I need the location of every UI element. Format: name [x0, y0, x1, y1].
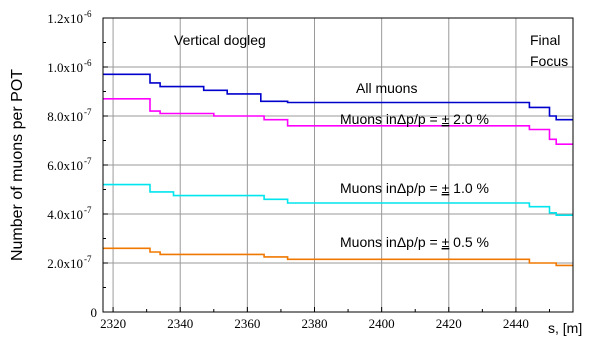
grid-lines	[103, 18, 573, 312]
y-tick-label: 1.0x10	[47, 60, 83, 75]
x-tick-label: 2320	[100, 316, 126, 331]
series-lines	[103, 73, 573, 267]
y-tick-label: 8.0x10	[47, 109, 83, 124]
y-tick-exponent: -7	[84, 205, 92, 215]
y-tick-label: 0	[91, 305, 98, 320]
y-tick-exponent: -7	[84, 254, 92, 264]
series-line-0	[103, 73, 573, 121]
y-tick-label: 6.0x10	[47, 158, 83, 173]
y-tick-labels: 02.0x10 -74.0x10 -76.0x10 -78.0x10 -71.0x10-…	[47, 9, 97, 320]
x-tick-label: 2400	[369, 316, 395, 331]
x-tick-label: 2380	[302, 316, 328, 331]
x-tick-label: 2420	[436, 316, 462, 331]
x-tick-labels: 2320 2340 2360 2380 2400 2420 2440	[100, 316, 529, 331]
series-line-2	[103, 183, 573, 216]
y-tick-label: 4.0x10	[47, 207, 83, 222]
y-tick-label: 1.2x10	[47, 11, 83, 26]
annotation-final: Final	[530, 32, 560, 48]
y-axis-label: Number of muons per POT	[9, 69, 26, 261]
series-line-1	[103, 98, 573, 145]
y-tick-exponent: -7	[84, 107, 92, 117]
y-tick-exponent: -6	[84, 58, 92, 68]
y-tick-label: 2.0x10	[47, 256, 83, 271]
tick-marks	[103, 17, 550, 313]
y-tick-exponent: -6	[84, 9, 92, 19]
annotation-vertical-dogleg: Vertical dogleg	[174, 32, 266, 48]
series-label-1-0: Muons inΔp/p = ± 1.0 %	[340, 180, 489, 196]
annotation-focus: Focus	[530, 53, 568, 69]
x-tick-label: 2440	[503, 316, 529, 331]
series-label-all-muons: All muons	[356, 80, 417, 96]
x-tick-label: 2340	[167, 316, 193, 331]
series-label-2-0: Muons inΔp/p = ± 2.0 %	[340, 111, 489, 127]
series-line-3	[103, 247, 573, 267]
x-tick-label: 2360	[234, 316, 260, 331]
series-label-0-5: Muons inΔp/p = ± 0.5 %	[340, 234, 489, 250]
x-axis-label: s, [m]	[548, 320, 582, 336]
y-tick-exponent: -7	[84, 156, 92, 166]
